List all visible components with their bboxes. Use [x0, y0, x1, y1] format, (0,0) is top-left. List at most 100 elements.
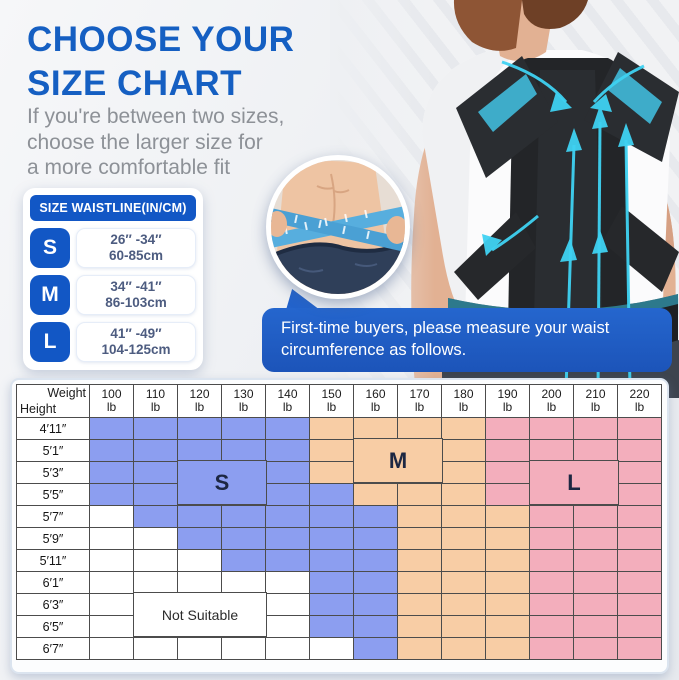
size-cell-S [309, 505, 354, 528]
size-cell-S [353, 637, 398, 660]
size-cell-L [617, 527, 662, 550]
size-cell-L [617, 549, 662, 572]
size-cell-S [353, 505, 398, 528]
size-cell-M [485, 527, 530, 550]
size-range: 26″ -34″ 60-85cm [76, 228, 196, 268]
size-cell-S [221, 549, 266, 572]
size-cell-N [221, 571, 266, 594]
size-cell-N [265, 637, 310, 660]
weight-header-text: lb [502, 400, 513, 414]
size-table: Weight Height 100 lb 110 lb 120 lb 130 lb 140 lb 1… [16, 384, 662, 660]
size-cell-M [485, 593, 530, 616]
size-cell-S [177, 439, 222, 462]
range-inches: 26″ -34″ [110, 232, 162, 248]
size-table-panel: Weight Height 100 lb 110 lb 120 lb 130 lb 140 lb 1… [10, 378, 669, 674]
size-cell-L [573, 417, 618, 440]
weight-header-text: 130 [233, 386, 254, 401]
size-cell-N [89, 637, 134, 660]
size-cell-S [309, 571, 354, 594]
size-cell-M [397, 549, 442, 572]
size-cell-S [221, 527, 266, 550]
height-header-cell: 5′3″ [16, 461, 90, 484]
height-row: 6′7″ [16, 637, 662, 660]
weight-header-cell: 150 lb [309, 384, 354, 418]
page-title-line1: CHOOSE YOUR [27, 20, 295, 59]
size-cell-S [133, 461, 178, 484]
size-cell-L [617, 571, 662, 594]
size-cell-M [397, 483, 442, 506]
size-cell-N [265, 615, 310, 638]
callout-line1: First-time buyers, please measure your w… [281, 319, 610, 337]
weight-header-text: 120 [189, 386, 210, 401]
size-cell-N [265, 593, 310, 616]
size-cell-M [309, 439, 354, 462]
size-cell-S [177, 527, 222, 550]
page-title-line2: SIZE CHART [27, 64, 242, 104]
size-letter-tile: M [30, 275, 70, 315]
callout-bubble: First-time buyers, please measure your w… [262, 308, 672, 372]
size-cell-S [265, 417, 310, 440]
size-cell-M [309, 461, 354, 484]
callout-line2: circumference as follows. [281, 341, 467, 360]
size-cell-M [397, 637, 442, 660]
weight-header-text: 180 [453, 386, 474, 401]
size-cell-L [485, 439, 530, 462]
size-cell-S [353, 571, 398, 594]
size-cell-S [89, 483, 134, 506]
size-cell-L [529, 439, 574, 462]
size-cell-M [353, 417, 398, 440]
size-cell-S [353, 593, 398, 616]
size-cell-L [573, 593, 618, 616]
range-cm: 104-125cm [101, 342, 171, 357]
weight-header-text: lb [458, 400, 469, 414]
size-cell-L [617, 615, 662, 638]
size-cell-N [89, 615, 134, 638]
size-cell-S [133, 483, 178, 506]
weight-header-cell: 130 lb [221, 384, 266, 418]
size-cell-S [89, 439, 134, 462]
waistline-row: M 34″ -41″ 86-103cm [30, 275, 196, 315]
weight-header-cell: 220 lb [617, 384, 662, 418]
size-cell-M [441, 483, 486, 506]
size-cell-M [441, 593, 486, 616]
subtitle-line: a more comfortable fit [27, 156, 231, 180]
weight-header-cell: 160 lb [353, 384, 398, 418]
size-cell-S [309, 549, 354, 572]
size-cell-S [265, 461, 310, 484]
size-cell-S [353, 549, 398, 572]
size-cell-M [441, 571, 486, 594]
range-inches: 41″ -49″ [110, 326, 162, 342]
size-cell-M [485, 615, 530, 638]
waistline-card-rows: S 26″ -34″ 60-85cm M 34″ -41″ 86-103cm L 41″ -4… [30, 228, 196, 362]
size-cell-L [485, 483, 530, 506]
size-cell-L [529, 571, 574, 594]
size-cell-L [617, 505, 662, 528]
size-cell-S [265, 439, 310, 462]
size-cell-M [397, 593, 442, 616]
size-cell-N [177, 571, 222, 594]
range-cm: 60-85cm [108, 248, 164, 263]
size-cell-S [221, 417, 266, 440]
range-cm: 86-103cm [105, 295, 167, 310]
size-cell-L [573, 439, 618, 462]
size-cell-S [133, 439, 178, 462]
size-cell-M [441, 549, 486, 572]
waist-measure-photo [266, 155, 410, 299]
size-cell-M [441, 461, 486, 484]
size-cell-N [177, 637, 222, 660]
weight-header-text: lb [326, 400, 337, 414]
weight-header-text: 200 [541, 386, 562, 401]
size-cell-L [529, 505, 574, 528]
size-cell-M [309, 417, 354, 440]
height-row: 5′1″ [16, 439, 662, 462]
size-cell-M [485, 571, 530, 594]
size-cell-S [265, 505, 310, 528]
height-header-cell: 5′9″ [16, 527, 90, 550]
weight-header-text: 190 [497, 386, 518, 401]
region-label-large: L [529, 460, 619, 505]
size-cell-L [573, 637, 618, 660]
weight-header-cell: 110 lb [133, 384, 178, 418]
size-cell-N [133, 571, 178, 594]
weight-header-cell: 200 lb [529, 384, 574, 418]
